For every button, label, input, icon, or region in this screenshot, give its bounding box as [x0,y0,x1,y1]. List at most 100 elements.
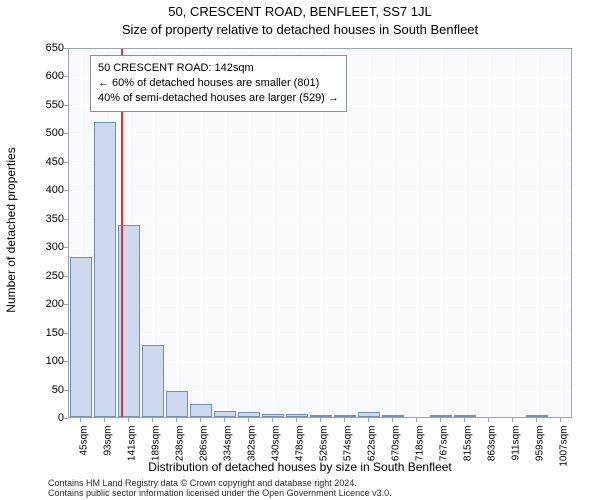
x-tick-mark [296,418,297,422]
page-title: 50, CRESCENT ROAD, BENFLEET, SS7 1JL [0,4,600,19]
gridline-v [369,49,370,417]
y-tick-label: 600 [24,70,64,82]
x-tick-label: 430sqm [271,426,282,462]
gridline-v [537,49,538,417]
x-tick-mark [344,418,345,422]
x-tick-label: 911sqm [511,426,522,461]
x-tick-mark [224,418,225,422]
x-tick-label: 526sqm [319,426,330,462]
x-tick-mark [536,418,537,422]
x-tick-mark [152,418,153,422]
y-tick-mark [64,162,68,163]
y-tick-mark [64,105,68,106]
x-tick-label: 815sqm [463,426,474,462]
x-tick-mark [320,418,321,422]
y-tick-mark [64,361,68,362]
footer-line-1: Contains HM Land Registry data © Crown c… [48,478,392,488]
gridline-h [69,191,571,192]
gridline-v [465,49,466,417]
gridline-h [69,334,571,335]
histogram-bar [70,257,92,417]
y-tick-mark [64,304,68,305]
x-tick-label: 622sqm [367,426,378,462]
callout-line1: 50 CRESCENT ROAD: 142sqm [98,61,339,76]
histogram-bar [334,415,356,417]
x-tick-label: 863sqm [487,426,498,462]
gridline-v [561,49,562,417]
y-tick-mark [64,190,68,191]
y-tick-label: 200 [24,298,64,310]
gridline-h [69,220,571,221]
x-tick-label: 478sqm [295,426,306,462]
page-subtitle: Size of property relative to detached ho… [0,22,600,37]
gridline-v [441,49,442,417]
y-tick-mark [64,418,68,419]
x-tick-label: 334sqm [223,426,234,462]
x-axis-label: Distribution of detached houses by size … [0,460,600,474]
y-tick-label: 350 [24,213,64,225]
histogram-bar [382,415,404,417]
x-tick-mark [392,418,393,422]
y-tick-mark [64,247,68,248]
gridline-h [69,134,571,135]
y-tick-label: 50 [24,384,64,396]
y-tick-label: 150 [24,327,64,339]
x-tick-label: 382sqm [247,426,258,462]
x-tick-mark [104,418,105,422]
histogram-bar [214,411,236,417]
x-tick-mark [464,418,465,422]
gridline-v [513,49,514,417]
histogram-bar [286,414,308,417]
histogram-bar [142,345,164,417]
callout-line2: ← 60% of detached houses are smaller (80… [98,76,339,91]
x-tick-label: 189sqm [151,426,162,462]
x-tick-mark [128,418,129,422]
y-tick-label: 300 [24,241,64,253]
x-tick-mark [512,418,513,422]
y-tick-mark [64,219,68,220]
gridline-h [69,248,571,249]
y-tick-label: 550 [24,99,64,111]
histogram-bar [238,412,260,417]
x-tick-label: 93sqm [103,426,114,456]
x-tick-mark [416,418,417,422]
x-tick-label: 574sqm [343,426,354,462]
histogram-bar [430,415,452,417]
x-tick-mark [368,418,369,422]
x-tick-mark [560,418,561,422]
y-tick-label: 250 [24,270,64,282]
gridline-v [393,49,394,417]
x-tick-mark [488,418,489,422]
y-tick-label: 100 [24,355,64,367]
x-tick-label: 1007sqm [559,426,570,467]
y-tick-mark [64,133,68,134]
histogram-bar [526,415,548,417]
gridline-h [69,277,571,278]
x-tick-mark [272,418,273,422]
x-tick-label: 670sqm [391,426,402,462]
histogram-bar [166,391,188,417]
histogram-bar [454,415,476,417]
y-tick-mark [64,48,68,49]
y-tick-label: 0 [24,412,64,424]
footer-attribution: Contains HM Land Registry data © Crown c… [48,478,392,499]
y-tick-mark [64,276,68,277]
y-tick-mark [64,333,68,334]
x-tick-label: 45sqm [79,426,90,456]
x-tick-mark [176,418,177,422]
x-tick-mark [200,418,201,422]
gridline-h [69,163,571,164]
gridline-h [69,305,571,306]
gridline-v [489,49,490,417]
histogram-bar [190,404,212,417]
y-tick-mark [64,390,68,391]
y-axis-label: Number of detached properties [4,147,18,312]
callout-line3: 40% of semi-detached houses are larger (… [98,91,339,106]
y-tick-label: 450 [24,156,64,168]
x-tick-label: 718sqm [415,426,426,462]
y-tick-label: 400 [24,184,64,196]
footer-line-2: Contains public sector information licen… [48,488,392,498]
x-tick-label: 141sqm [127,426,138,462]
x-tick-label: 238sqm [175,426,186,462]
histogram-bar [262,414,284,417]
